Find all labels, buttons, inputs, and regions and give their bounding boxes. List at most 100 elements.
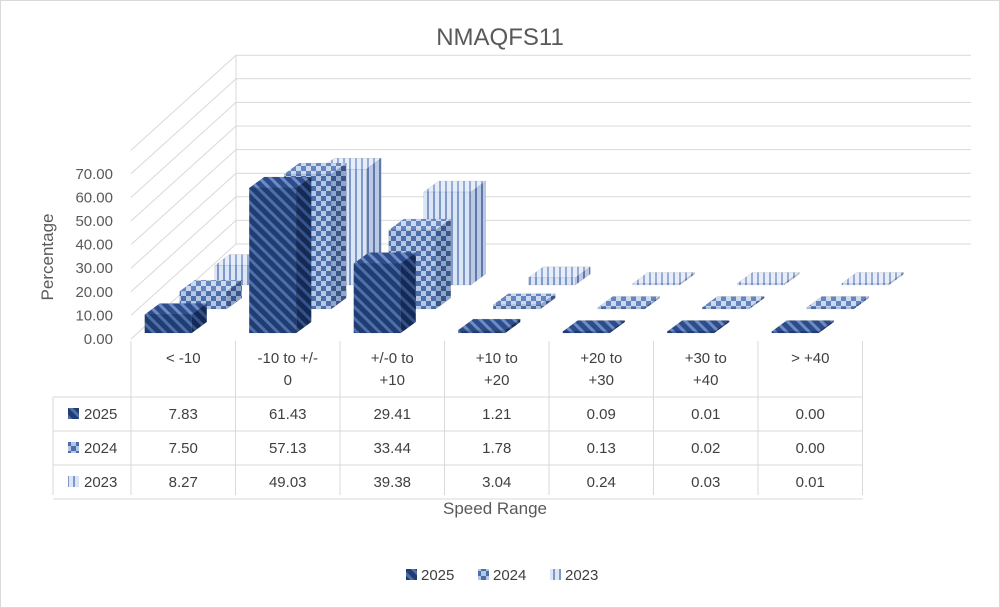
gridline-side bbox=[130, 78, 237, 175]
bar-2023-3 bbox=[527, 266, 592, 286]
bar-front bbox=[562, 331, 610, 334]
bar-front bbox=[353, 263, 401, 334]
category-label: < -10 bbox=[166, 350, 201, 367]
table-cell: 7.83 bbox=[169, 406, 198, 423]
table-cell: 29.41 bbox=[373, 406, 411, 423]
gridline-side bbox=[130, 102, 237, 198]
y-axis-label: Percentage bbox=[38, 214, 57, 301]
bar-top bbox=[770, 320, 835, 332]
bar-2024-4 bbox=[596, 296, 661, 310]
bar-side bbox=[470, 180, 486, 286]
y-tick-label: 40.00 bbox=[75, 237, 113, 254]
y-tick-label: 0.00 bbox=[84, 331, 113, 348]
bar-front bbox=[458, 329, 506, 334]
bar-front bbox=[806, 307, 854, 310]
table-cell: 39.38 bbox=[373, 474, 411, 491]
table-cell: 0.13 bbox=[587, 440, 616, 457]
legend-label-2025: 2025 bbox=[421, 567, 454, 584]
table-cell: 0.00 bbox=[796, 440, 825, 457]
legend-label-2023: 2023 bbox=[565, 567, 598, 584]
bar-front bbox=[737, 283, 785, 286]
bar-front bbox=[702, 307, 750, 310]
y-tick-label: 30.00 bbox=[75, 260, 113, 277]
table-cell: 49.03 bbox=[269, 474, 307, 491]
category-label: -10 to +/- bbox=[258, 350, 318, 367]
bar-2023-6 bbox=[840, 272, 905, 286]
table-cell: 0.24 bbox=[587, 474, 616, 491]
bar-front bbox=[632, 283, 680, 286]
table-cell: 0.01 bbox=[796, 474, 825, 491]
category-label: +40 bbox=[693, 372, 718, 389]
bar-front bbox=[771, 331, 819, 334]
category-label: +/-0 to bbox=[371, 350, 414, 367]
table-cell: 7.50 bbox=[169, 440, 198, 457]
bar-top bbox=[701, 296, 766, 308]
bar-2025-1 bbox=[248, 176, 313, 334]
table-series-name: 2025 bbox=[84, 406, 117, 423]
bar-2025-4 bbox=[561, 320, 626, 334]
table-cell: 57.13 bbox=[269, 440, 307, 457]
gridline-side bbox=[130, 196, 237, 293]
chart-title: NMAQFS11 bbox=[436, 24, 564, 51]
table-cell: 3.04 bbox=[482, 474, 511, 491]
bar-2025-0 bbox=[143, 303, 208, 334]
bar-2025-2 bbox=[352, 252, 417, 334]
bar-2024-3 bbox=[492, 293, 557, 310]
table-cell: 1.21 bbox=[482, 406, 511, 423]
table-series-name: 2024 bbox=[84, 440, 117, 457]
category-label: +10 to bbox=[476, 350, 518, 367]
y-tick-label: 60.00 bbox=[75, 189, 113, 206]
legend-key-2025 bbox=[406, 569, 417, 580]
table-cell: 0.01 bbox=[691, 406, 720, 423]
table-cell: 33.44 bbox=[373, 440, 411, 457]
bar-side bbox=[400, 252, 416, 334]
bar-front bbox=[667, 331, 715, 334]
bar-side bbox=[331, 162, 347, 310]
bar-side bbox=[435, 218, 451, 310]
category-label: +20 to bbox=[580, 350, 622, 367]
bar-2023-4 bbox=[631, 272, 696, 286]
bar-front bbox=[528, 277, 576, 286]
bar-group bbox=[143, 157, 905, 334]
legend: 2025 2024 2023 bbox=[406, 567, 598, 584]
bar-top bbox=[840, 272, 905, 284]
table-cell: 0.03 bbox=[691, 474, 720, 491]
table-legend-key bbox=[68, 408, 79, 419]
y-tick-label: 10.00 bbox=[75, 307, 113, 324]
bar-2025-3 bbox=[457, 318, 522, 334]
gridline-side bbox=[130, 172, 237, 269]
y-tick-label: 70.00 bbox=[75, 166, 113, 183]
table-series-name: 2023 bbox=[84, 474, 117, 491]
bar-2025-6 bbox=[770, 320, 835, 334]
gridline-side bbox=[130, 54, 237, 151]
category-label: +30 to bbox=[685, 350, 727, 367]
bar-front bbox=[144, 314, 192, 334]
bar-front bbox=[493, 304, 541, 310]
bar-2024-6 bbox=[805, 296, 870, 310]
bar-2023-5 bbox=[736, 272, 801, 286]
bar-front bbox=[841, 283, 889, 286]
table-cell: 1.78 bbox=[482, 440, 511, 457]
gridline-side bbox=[130, 125, 237, 222]
table-cell: 0.02 bbox=[691, 440, 720, 457]
bar-2025-5 bbox=[666, 320, 731, 334]
legend-key-2023 bbox=[550, 569, 561, 580]
category-label: 0 bbox=[284, 372, 292, 389]
legend-key-2024 bbox=[478, 569, 489, 580]
y-tick-label: 20.00 bbox=[75, 284, 113, 301]
bar-top bbox=[561, 320, 626, 332]
bar-top bbox=[596, 296, 661, 308]
legend-label-2024: 2024 bbox=[493, 567, 526, 584]
bar-top bbox=[666, 320, 731, 332]
table-legend-key bbox=[68, 442, 79, 453]
category-label: +10 bbox=[380, 372, 405, 389]
bar-front bbox=[597, 307, 645, 310]
bar-top bbox=[805, 296, 870, 308]
table-legend-key bbox=[68, 476, 79, 487]
bar-top bbox=[631, 272, 696, 284]
y-tick-label: 50.00 bbox=[75, 213, 113, 230]
gridline-side bbox=[130, 149, 237, 245]
bar-side bbox=[296, 176, 312, 334]
x-axis-label: Speed Range bbox=[443, 499, 547, 518]
